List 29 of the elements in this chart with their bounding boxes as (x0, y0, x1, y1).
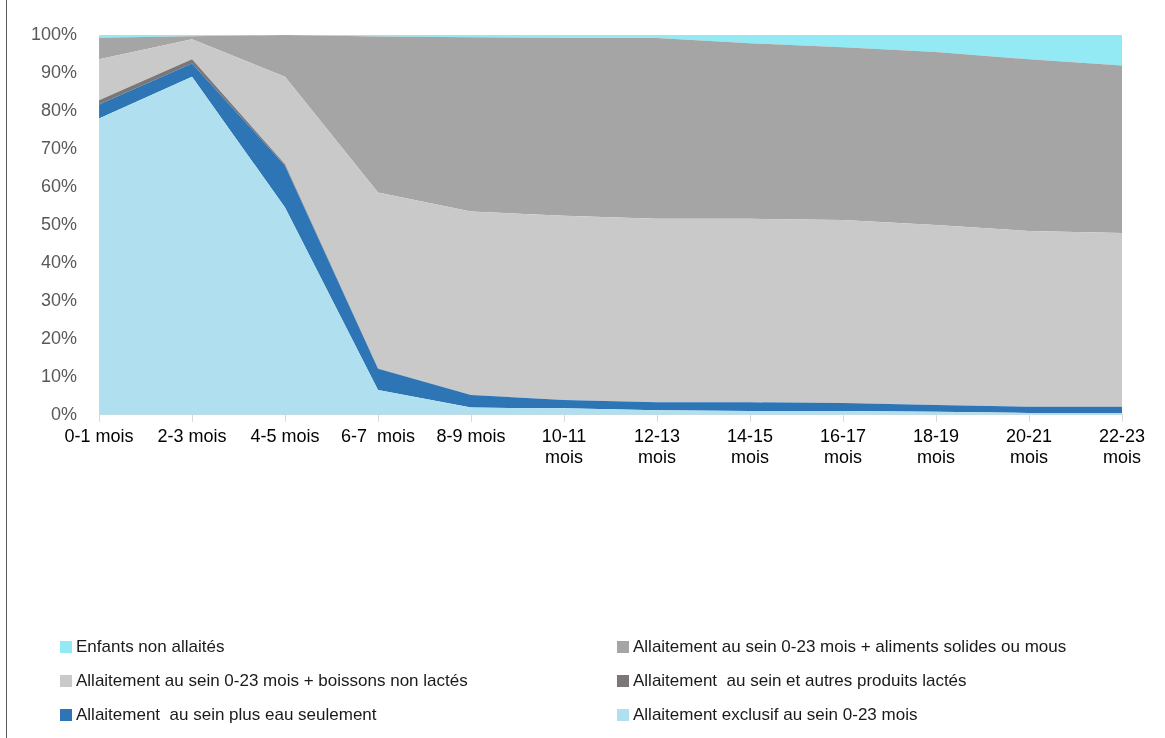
y-tick-label: 60% (41, 175, 78, 196)
y-tick-label: 0% (51, 403, 78, 424)
y-tick-label: 10% (41, 365, 78, 386)
y-tick-label: 70% (41, 137, 78, 158)
legend-label: Allaitement exclusif au sein 0-23 mois (633, 704, 918, 726)
x-tick-label: 8-9 mois (436, 425, 506, 446)
legend-label: Allaitement au sein 0-23 mois + boissons non lactés (76, 670, 468, 692)
legend-label: Enfants non allaités (76, 636, 225, 658)
x-tick-label: 10-11 mois (541, 425, 587, 468)
y-tick-label: 50% (41, 213, 78, 234)
x-tick-label: 14-15 mois (726, 425, 774, 468)
y-tick-label: 30% (41, 289, 78, 310)
y-tick-label: 90% (41, 61, 78, 82)
legend-label: Allaitement au sein 0-23 mois + aliments solides ou mous (633, 636, 1067, 658)
y-tick-label: 20% (41, 327, 78, 348)
y-tick-label: 100% (30, 23, 78, 44)
x-tick-label: 2-3 mois (157, 425, 227, 446)
x-tick-label: 22-23 mois (1098, 425, 1146, 468)
y-tick-label: 40% (41, 251, 78, 272)
x-tick-label: 16-17 mois (819, 425, 867, 468)
legend-label: Allaitement au sein plus eau seulement (76, 704, 377, 726)
legend-label: Allaitement au sein et autres produits lactés (633, 670, 967, 692)
x-tick-label: 6-7 mois (341, 425, 416, 446)
x-tick-label: 4-5 mois (250, 425, 320, 446)
x-tick-label: 12-13 mois (633, 425, 681, 468)
x-tick-label: 20-21 mois (1005, 425, 1053, 468)
y-tick-label: 80% (41, 99, 78, 120)
x-tick-label: 18-19 mois (912, 425, 960, 468)
x-tick-label: 0-1 mois (64, 425, 134, 446)
